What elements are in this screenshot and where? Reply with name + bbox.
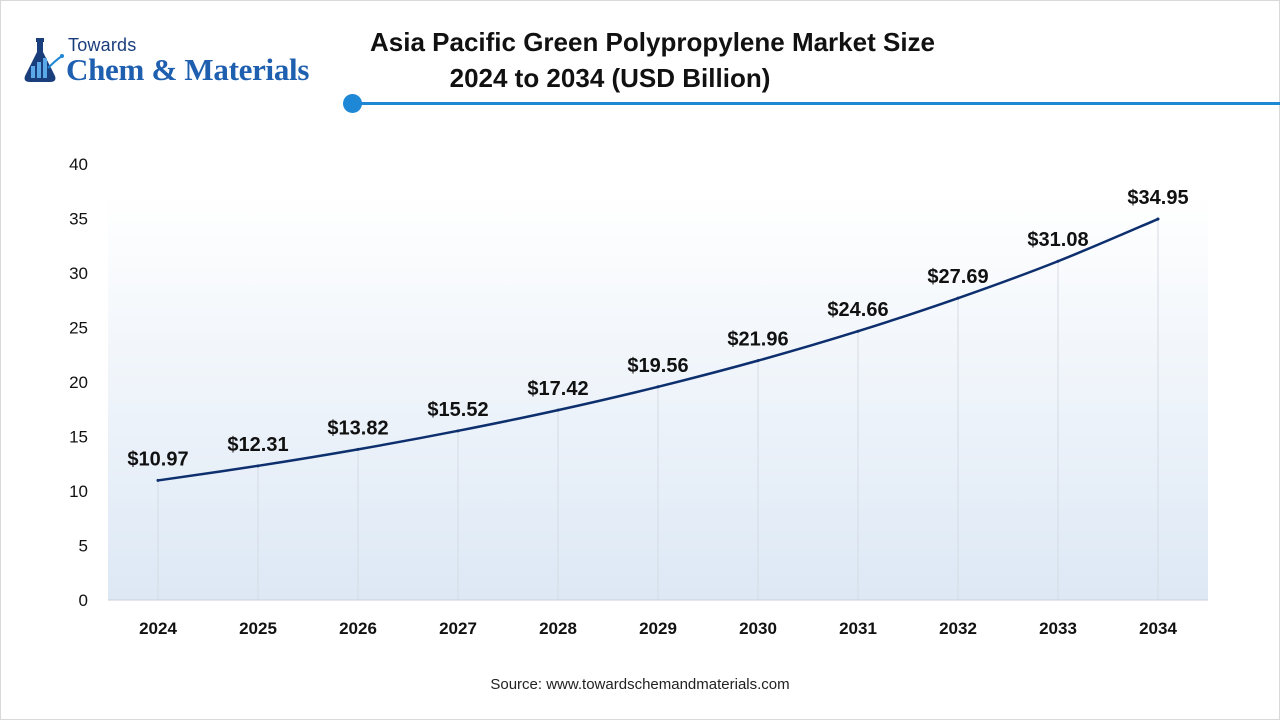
y-tick-label: 25 [69, 319, 88, 338]
x-tick-label: 2032 [939, 619, 977, 638]
data-label: $12.31 [227, 434, 288, 456]
brand-logo: Towards Chem & Materials [22, 34, 342, 90]
x-tick-label: 2034 [1139, 619, 1177, 638]
x-tick-label: 2025 [239, 619, 277, 638]
data-point [856, 329, 860, 333]
data-label: $31.08 [1027, 229, 1088, 251]
chart-title-line1: Asia Pacific Green Polypropylene Market … [370, 27, 936, 57]
x-tick-label: 2029 [639, 619, 677, 638]
flask-logo-icon [24, 38, 64, 82]
y-tick-label: 40 [69, 155, 88, 174]
brand-top-text: Towards [68, 35, 137, 55]
x-tick-label: 2031 [839, 619, 877, 638]
data-point [556, 408, 560, 412]
data-point [256, 464, 260, 468]
data-point [1056, 259, 1060, 263]
data-label: $24.66 [827, 299, 888, 321]
x-tick-label: 2033 [1039, 619, 1077, 638]
y-tick-label: 0 [79, 591, 88, 610]
data-label: $17.42 [527, 378, 588, 400]
x-tick-label: 2024 [139, 619, 177, 638]
y-tick-label: 20 [69, 373, 88, 392]
y-tick-label: 15 [69, 428, 88, 447]
data-point [756, 359, 760, 363]
data-label: $27.69 [927, 266, 988, 288]
data-point [1156, 217, 1160, 221]
title-divider-line [353, 102, 1280, 105]
chart-title: Asia Pacific Green Polypropylene Market … [370, 24, 936, 96]
x-tick-label: 2027 [439, 619, 477, 638]
data-point [356, 447, 360, 451]
y-tick-label: 10 [69, 482, 88, 501]
data-label: $34.95 [1127, 187, 1188, 209]
title-divider-dot [343, 94, 362, 113]
source-note: Source: www.towardschemandmaterials.com [490, 676, 790, 693]
chart-title-line2: 2024 to 2034 (USD Billion) [449, 63, 771, 93]
brand-main-text: Chem & Materials [66, 52, 310, 87]
data-label: $19.56 [627, 355, 688, 377]
y-tick-label: 5 [79, 537, 88, 556]
data-point [456, 429, 460, 433]
data-point [956, 296, 960, 300]
x-tick-label: 2026 [339, 619, 377, 638]
data-point [156, 478, 160, 482]
y-tick-label: 35 [69, 210, 88, 229]
data-label: $21.96 [727, 329, 788, 351]
data-point [656, 385, 660, 389]
x-tick-label: 2030 [739, 619, 777, 638]
data-label: $10.97 [127, 448, 188, 470]
x-tick-label: 2028 [539, 619, 577, 638]
data-label: $13.82 [327, 417, 388, 439]
data-label: $15.52 [427, 399, 488, 421]
y-tick-label: 30 [69, 264, 88, 283]
